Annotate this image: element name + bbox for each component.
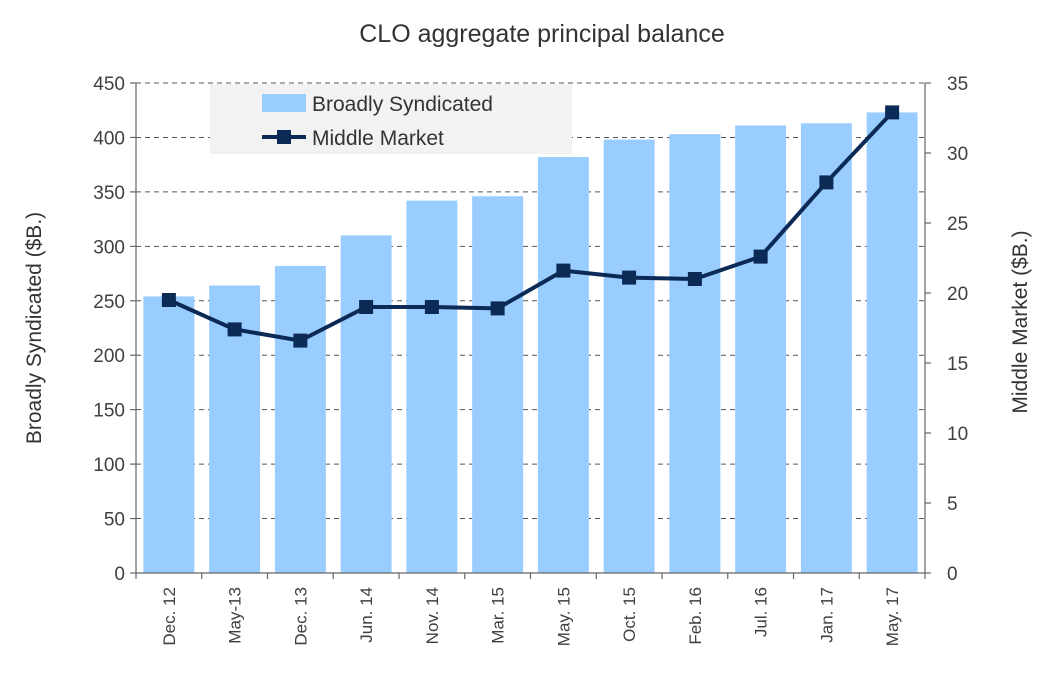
middle-market-line bbox=[168, 111, 894, 343]
y-tick-label: 450 bbox=[93, 74, 125, 95]
x-tick-label: Oct. 15 bbox=[620, 587, 639, 642]
point-may-17 bbox=[885, 105, 900, 120]
point-mar-15 bbox=[490, 301, 505, 316]
point-jan-17 bbox=[819, 175, 834, 190]
x-tick-label: Jul. 16 bbox=[752, 587, 771, 637]
legend-swatch-broadly-syndicated bbox=[262, 94, 306, 112]
point-jul-16 bbox=[753, 249, 768, 264]
bar-dec-12 bbox=[143, 296, 195, 573]
legend-label-broadly-syndicated: Broadly Syndicated bbox=[312, 93, 493, 116]
right-axis-ticks: 0 5 10 15 20 25 30 35 bbox=[925, 74, 968, 585]
line-middle-market bbox=[161, 105, 900, 348]
y2-tick-label: 5 bbox=[947, 494, 958, 515]
x-tick-label: Dec. 12 bbox=[160, 587, 179, 646]
y-tick-label: 300 bbox=[93, 237, 125, 258]
y2-tick-label: 35 bbox=[947, 74, 968, 95]
bar-may-15 bbox=[537, 157, 589, 574]
x-tick-label: May. 17 bbox=[883, 587, 902, 646]
x-tick-label: Feb. 16 bbox=[686, 587, 705, 645]
x-tick-label: May. 15 bbox=[554, 587, 573, 646]
axes bbox=[135, 83, 926, 579]
legend: Broadly Syndicated Middle Market bbox=[210, 84, 572, 154]
x-tick-label: Nov. 14 bbox=[423, 587, 442, 644]
y-tick-label: 50 bbox=[104, 510, 125, 531]
chart-title: CLO aggregate principal balance bbox=[359, 20, 725, 48]
y-tick-label: 250 bbox=[93, 292, 125, 313]
x-tick-label: Dec. 13 bbox=[291, 587, 310, 646]
bar-jan-17 bbox=[800, 123, 852, 574]
legend-marker-middle-market bbox=[277, 130, 291, 144]
point-may-13 bbox=[227, 322, 242, 337]
bar-jul-16 bbox=[735, 125, 787, 573]
point-may-15 bbox=[556, 263, 571, 278]
y-tick-label: 100 bbox=[93, 455, 125, 476]
point-nov-14 bbox=[424, 300, 439, 314]
x-tick-label: Jun. 14 bbox=[357, 587, 376, 643]
y-tick-label: 200 bbox=[93, 346, 125, 367]
category-labels: Dec. 12 May-13 Dec. 13 Jun. 14 Nov. 14 Mar. 1… bbox=[160, 587, 902, 646]
bar-mar-15 bbox=[472, 196, 524, 573]
y-tick-label: 150 bbox=[93, 401, 125, 422]
y-tick-label: 350 bbox=[93, 183, 125, 204]
y2-tick-label: 15 bbox=[947, 354, 968, 375]
bar-feb-16 bbox=[669, 134, 721, 573]
legend-label-middle-market: Middle Market bbox=[312, 127, 444, 150]
bar-jun-14 bbox=[340, 235, 392, 573]
x-tick-label: May-13 bbox=[226, 587, 245, 644]
y2-tick-label: 30 bbox=[947, 144, 968, 165]
point-jun-14 bbox=[359, 300, 374, 314]
y-tick-label: 400 bbox=[93, 128, 125, 149]
bar-nov-14 bbox=[406, 200, 458, 573]
point-dec-13 bbox=[293, 333, 308, 348]
point-dec-12 bbox=[161, 293, 176, 307]
right-axis-title: Middle Market ($B.) bbox=[1009, 230, 1032, 413]
bar-may-17 bbox=[866, 112, 918, 574]
y2-tick-label: 25 bbox=[947, 214, 968, 235]
y2-tick-label: 10 bbox=[947, 424, 968, 445]
y-tick-label: 0 bbox=[114, 564, 125, 585]
left-axis-title: Broadly Syndicated ($B.) bbox=[23, 212, 46, 444]
point-oct-15 bbox=[622, 270, 637, 285]
point-feb-16 bbox=[687, 272, 702, 286]
bar-oct-15 bbox=[603, 139, 655, 573]
left-axis-ticks: 0 50 100 150 200 250 300 350 400 450 bbox=[93, 74, 136, 585]
x-tick-label: Mar. 15 bbox=[489, 587, 508, 644]
y2-tick-label: 0 bbox=[947, 564, 958, 585]
x-tick-label: Jan. 17 bbox=[817, 587, 836, 643]
bars-broadly-syndicated bbox=[143, 112, 918, 574]
bar-dec-13 bbox=[274, 265, 326, 573]
gridlines bbox=[136, 82, 925, 520]
y2-tick-label: 20 bbox=[947, 284, 968, 305]
